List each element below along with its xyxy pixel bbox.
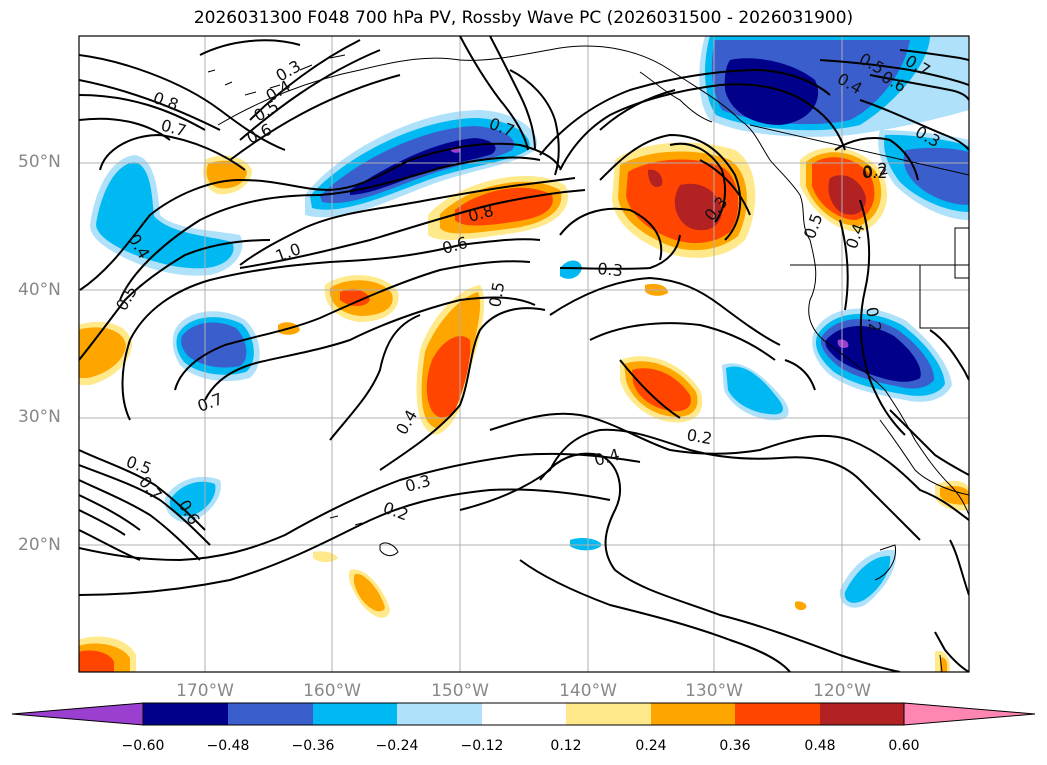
- positive-anomaly-central-north: [428, 176, 568, 241]
- negative-anomaly-west: [90, 155, 243, 276]
- colorbar-arrow-high: [903, 702, 1036, 726]
- positive-anomaly-gulf-alaska: [612, 142, 756, 258]
- colorbar-tick-label: 0.24: [635, 738, 667, 754]
- colorbar-tick-label: −0.48: [206, 738, 250, 754]
- colorbar-tick-label: −0.60: [121, 738, 165, 754]
- colorbar-tick-label: −0.24: [375, 738, 419, 754]
- coastlines: [207, 45, 969, 672]
- lat-label: 30°N: [18, 407, 61, 427]
- positive-anomaly-east-central: [620, 356, 703, 423]
- colorbar-segment: [228, 703, 313, 725]
- contour-label: 0.2: [862, 305, 885, 333]
- contour-label: 0.2: [862, 163, 887, 182]
- lon-label: 120°W: [813, 681, 871, 701]
- lon-label: 130°W: [685, 681, 743, 701]
- contour-label: 0.2: [861, 159, 889, 182]
- negative-anomaly-gulf: [305, 110, 538, 218]
- positive-anomaly-pacific-northwest: [800, 147, 888, 232]
- colorbar-segment: [651, 703, 735, 725]
- colorbar-arrow-low: [11, 702, 144, 726]
- lat-label: 20°N: [18, 535, 61, 555]
- colorbar-segment: [143, 703, 228, 725]
- lon-label: 170°W: [176, 681, 234, 701]
- negative-anomaly-california: [812, 308, 952, 402]
- contour-label: 0.5: [485, 280, 508, 308]
- contour-label: 0.3: [597, 259, 624, 280]
- colorbar-tick-label: 0.60: [888, 738, 920, 754]
- colorbar-frame: [142, 702, 905, 726]
- colorbar-tick-label: −0.12: [460, 738, 504, 754]
- colorbar-segment: [482, 703, 566, 725]
- lat-label: 50°N: [18, 152, 61, 172]
- lat-label: 40°N: [18, 280, 61, 300]
- colorbar-segment: [313, 703, 397, 725]
- colorbar-segment: [820, 703, 904, 725]
- colorbar-segment: [397, 703, 482, 725]
- contour-label: 0.2: [685, 425, 713, 448]
- colorbar-tick-label: 0.48: [804, 738, 836, 754]
- lon-label: 160°W: [303, 681, 361, 701]
- lon-label: 150°W: [431, 681, 489, 701]
- lon-label: 140°W: [559, 681, 617, 701]
- colorbar-tick-label: 0.12: [550, 738, 582, 754]
- colorbar: [11, 702, 1036, 726]
- colorbar-segment: [566, 703, 651, 725]
- positive-anomaly-central: [416, 285, 485, 435]
- colorbar-tick-label: −0.36: [291, 738, 335, 754]
- colorbar-segment: [735, 703, 820, 725]
- page-title: 2026031300 F048 700 hPa PV, Rossby Wave …: [193, 8, 854, 28]
- map-frame: [78, 35, 970, 673]
- colorbar-tick-label: 0.36: [719, 738, 751, 754]
- pv-contours: [79, 36, 969, 672]
- negative-anomaly-small: [164, 260, 896, 608]
